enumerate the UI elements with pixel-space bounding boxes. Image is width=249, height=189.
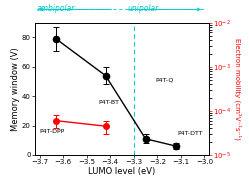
Text: P4T-DPP: P4T-DPP [40, 129, 65, 134]
Text: P4T-Q: P4T-Q [155, 78, 173, 83]
Y-axis label: Memory window (V): Memory window (V) [11, 47, 20, 131]
Text: P4T-BT: P4T-BT [98, 100, 120, 105]
Y-axis label: Electron mobility (cm²V⁻¹s⁻¹): Electron mobility (cm²V⁻¹s⁻¹) [234, 38, 242, 140]
Text: ambipolar: ambipolar [37, 4, 75, 13]
Text: P4T-DTT: P4T-DTT [177, 131, 203, 136]
Text: unipolar: unipolar [127, 4, 159, 13]
X-axis label: LUMO level (eV): LUMO level (eV) [88, 167, 156, 176]
